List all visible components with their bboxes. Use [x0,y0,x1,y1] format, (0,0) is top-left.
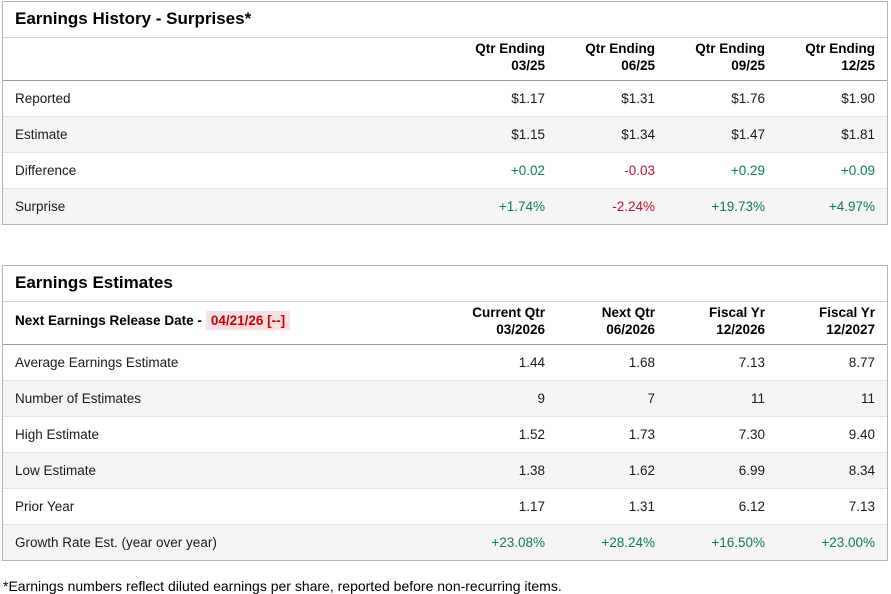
empty-header-cell [3,38,447,81]
value-cell: $1.47 [731,126,765,142]
value-cell: 1.31 [628,498,655,514]
column-header-line2: 03/25 [511,57,545,73]
value-cell: 1.38 [518,462,545,478]
table-row: Reported $1.17 $1.31 $1.76 $1.90 [3,80,887,116]
earnings-history-table: Qtr Ending 03/25 Qtr Ending 06/25 Qtr Endi… [3,38,887,224]
table-row: Prior Year 1.17 1.31 6.12 7.13 [3,488,887,524]
value-cell: +0.29 [730,162,765,178]
column-header-line2: 09/25 [731,57,765,73]
column-header-line1: Next Qtr [601,304,655,320]
column-header-line2: 06/25 [621,57,655,73]
column-header: Qtr Ending 03/25 [447,38,557,81]
column-header: Current Qtr 03/2026 [447,301,557,345]
table-row: Low Estimate 1.38 1.62 6.99 8.34 [3,452,887,488]
column-header-line2: 12/2027 [826,321,875,337]
value-cell: 1.44 [518,354,545,370]
header-row: Qtr Ending 03/25 Qtr Ending 06/25 Qtr Endi… [3,38,887,81]
row-label: Difference [15,162,77,178]
value-cell: -2.24% [612,198,655,214]
value-cell: +23.08% [491,534,545,550]
value-cell: 7.13 [738,354,765,370]
value-cell: 11 [750,390,765,406]
value-cell: +1.74% [498,198,545,214]
row-label: Reported [15,90,71,106]
value-cell: 8.77 [848,354,875,370]
value-cell: $1.81 [841,126,875,142]
value-cell: +23.00% [821,534,875,550]
table-row: Surprise +1.74% -2.24% +19.73% +4.97% [3,188,887,224]
row-label: Low Estimate [15,462,97,478]
table-row: Difference +0.02 -0.03 +0.29 +0.09 [3,152,887,188]
table-row: Estimate $1.15 $1.34 $1.47 $1.81 [3,116,887,153]
column-header: Qtr Ending 06/25 [557,38,667,81]
column-header-line1: Qtr Ending [475,41,545,56]
value-cell: 6.12 [738,498,765,514]
value-cell: +4.97% [828,198,875,214]
column-header-line2: 12/25 [841,57,875,73]
earnings-estimates-table: Next Earnings Release Date -04/21/26 [--… [3,301,887,560]
value-cell: +0.09 [840,162,875,178]
row-label: Number of Estimates [15,390,142,406]
column-header: Qtr Ending 09/25 [667,38,777,81]
column-header-line1: Qtr Ending [695,41,765,56]
value-cell: 1.62 [628,462,655,478]
column-header-line1: Fiscal Yr [818,304,875,320]
column-header: Next Qtr 06/2026 [557,301,667,345]
row-label: Surprise [15,198,66,214]
row-label: High Estimate [15,426,100,442]
value-cell: 7.30 [738,426,765,442]
value-cell: 1.17 [518,498,545,514]
value-cell: 11 [860,390,875,406]
column-header: Fiscal Yr 12/2026 [667,301,777,345]
earnings-history-title: Earnings History - Surprises* [3,2,887,38]
value-cell: $1.15 [511,126,545,142]
value-cell: 9 [537,390,545,406]
value-cell: 9.40 [848,426,875,442]
row-label: Average Earnings Estimate [15,354,179,370]
row-label: Growth Rate Est. (year over year) [15,534,217,550]
column-header-line2: 03/2026 [496,321,545,337]
row-label: Estimate [15,126,68,142]
value-cell: 1.68 [628,354,655,370]
table-row: Number of Estimates 9 7 11 11 [3,380,887,416]
column-header-line1: Qtr Ending [585,41,655,56]
value-cell: +0.02 [510,162,545,178]
column-header-line1: Current Qtr [472,304,545,320]
earnings-estimates-section: Earnings Estimates Next Earnings Release… [2,264,888,561]
value-cell: $1.90 [841,90,875,106]
value-cell: 1.73 [628,426,655,442]
column-header-line2: 12/2026 [716,321,765,337]
value-cell: 8.34 [848,462,875,478]
footnote: *Earnings numbers reflect diluted earnin… [3,577,562,594]
header-row: Next Earnings Release Date -04/21/26 [--… [3,301,887,345]
next-earnings-release-date: Next Earnings Release Date -04/21/26 [--… [3,301,447,345]
column-header: Fiscal Yr 12/2027 [777,301,887,345]
column-header: Qtr Ending 12/25 [777,38,887,81]
value-cell: +28.24% [601,534,655,550]
value-cell: $1.17 [511,90,545,106]
row-label: Prior Year [15,498,75,514]
earnings-history-section: Earnings History - Surprises* Qtr Ending… [2,1,888,225]
table-row: Average Earnings Estimate 1.44 1.68 7.13… [3,344,887,380]
value-cell: +19.73% [711,198,765,214]
value-cell: 1.52 [518,426,545,442]
value-cell: $1.34 [621,126,655,142]
value-cell: 7 [647,390,655,406]
table-row: Growth Rate Est. (year over year) +23.08… [3,524,887,560]
column-header-line1: Fiscal Yr [708,304,765,320]
value-cell: -0.03 [624,162,655,178]
value-cell: 7.13 [848,498,875,514]
table-row: High Estimate 1.52 1.73 7.30 9.40 [3,416,887,452]
column-header-line1: Qtr Ending [805,41,875,56]
earnings-estimates-title: Earnings Estimates [3,266,887,302]
value-cell: $1.76 [731,90,765,106]
release-date-label: Next Earnings Release Date - [15,313,202,329]
value-cell: 6.99 [738,462,765,478]
value-cell: +16.50% [711,534,765,550]
release-date-badge: 04/21/26 [--] [205,311,291,331]
value-cell: $1.31 [621,90,655,106]
column-header-line2: 06/2026 [606,321,655,337]
